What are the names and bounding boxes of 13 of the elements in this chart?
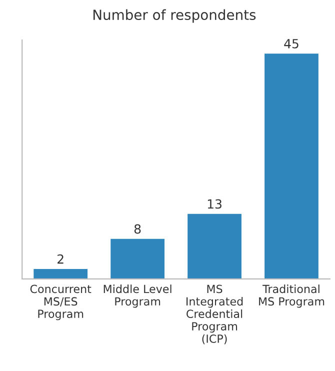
data-label: 45 (284, 39, 298, 48)
bar (264, 54, 318, 279)
data-label: 2 (58, 254, 64, 264)
data-label: 8 (134, 224, 141, 234)
x-tick-label: Traditional MS Program (259, 284, 324, 308)
data-label: 13 (208, 199, 222, 209)
chart-title: Number of respondents (93, 9, 256, 23)
x-tick-label: Middle Level Program (104, 284, 172, 308)
x-tick-label: MS Integrated Credential Program (ICP) (186, 284, 243, 344)
x-tick-label: Concurrent MS/ES Program (30, 284, 92, 320)
bar (34, 268, 88, 279)
bar (188, 214, 242, 279)
bar (110, 238, 164, 279)
